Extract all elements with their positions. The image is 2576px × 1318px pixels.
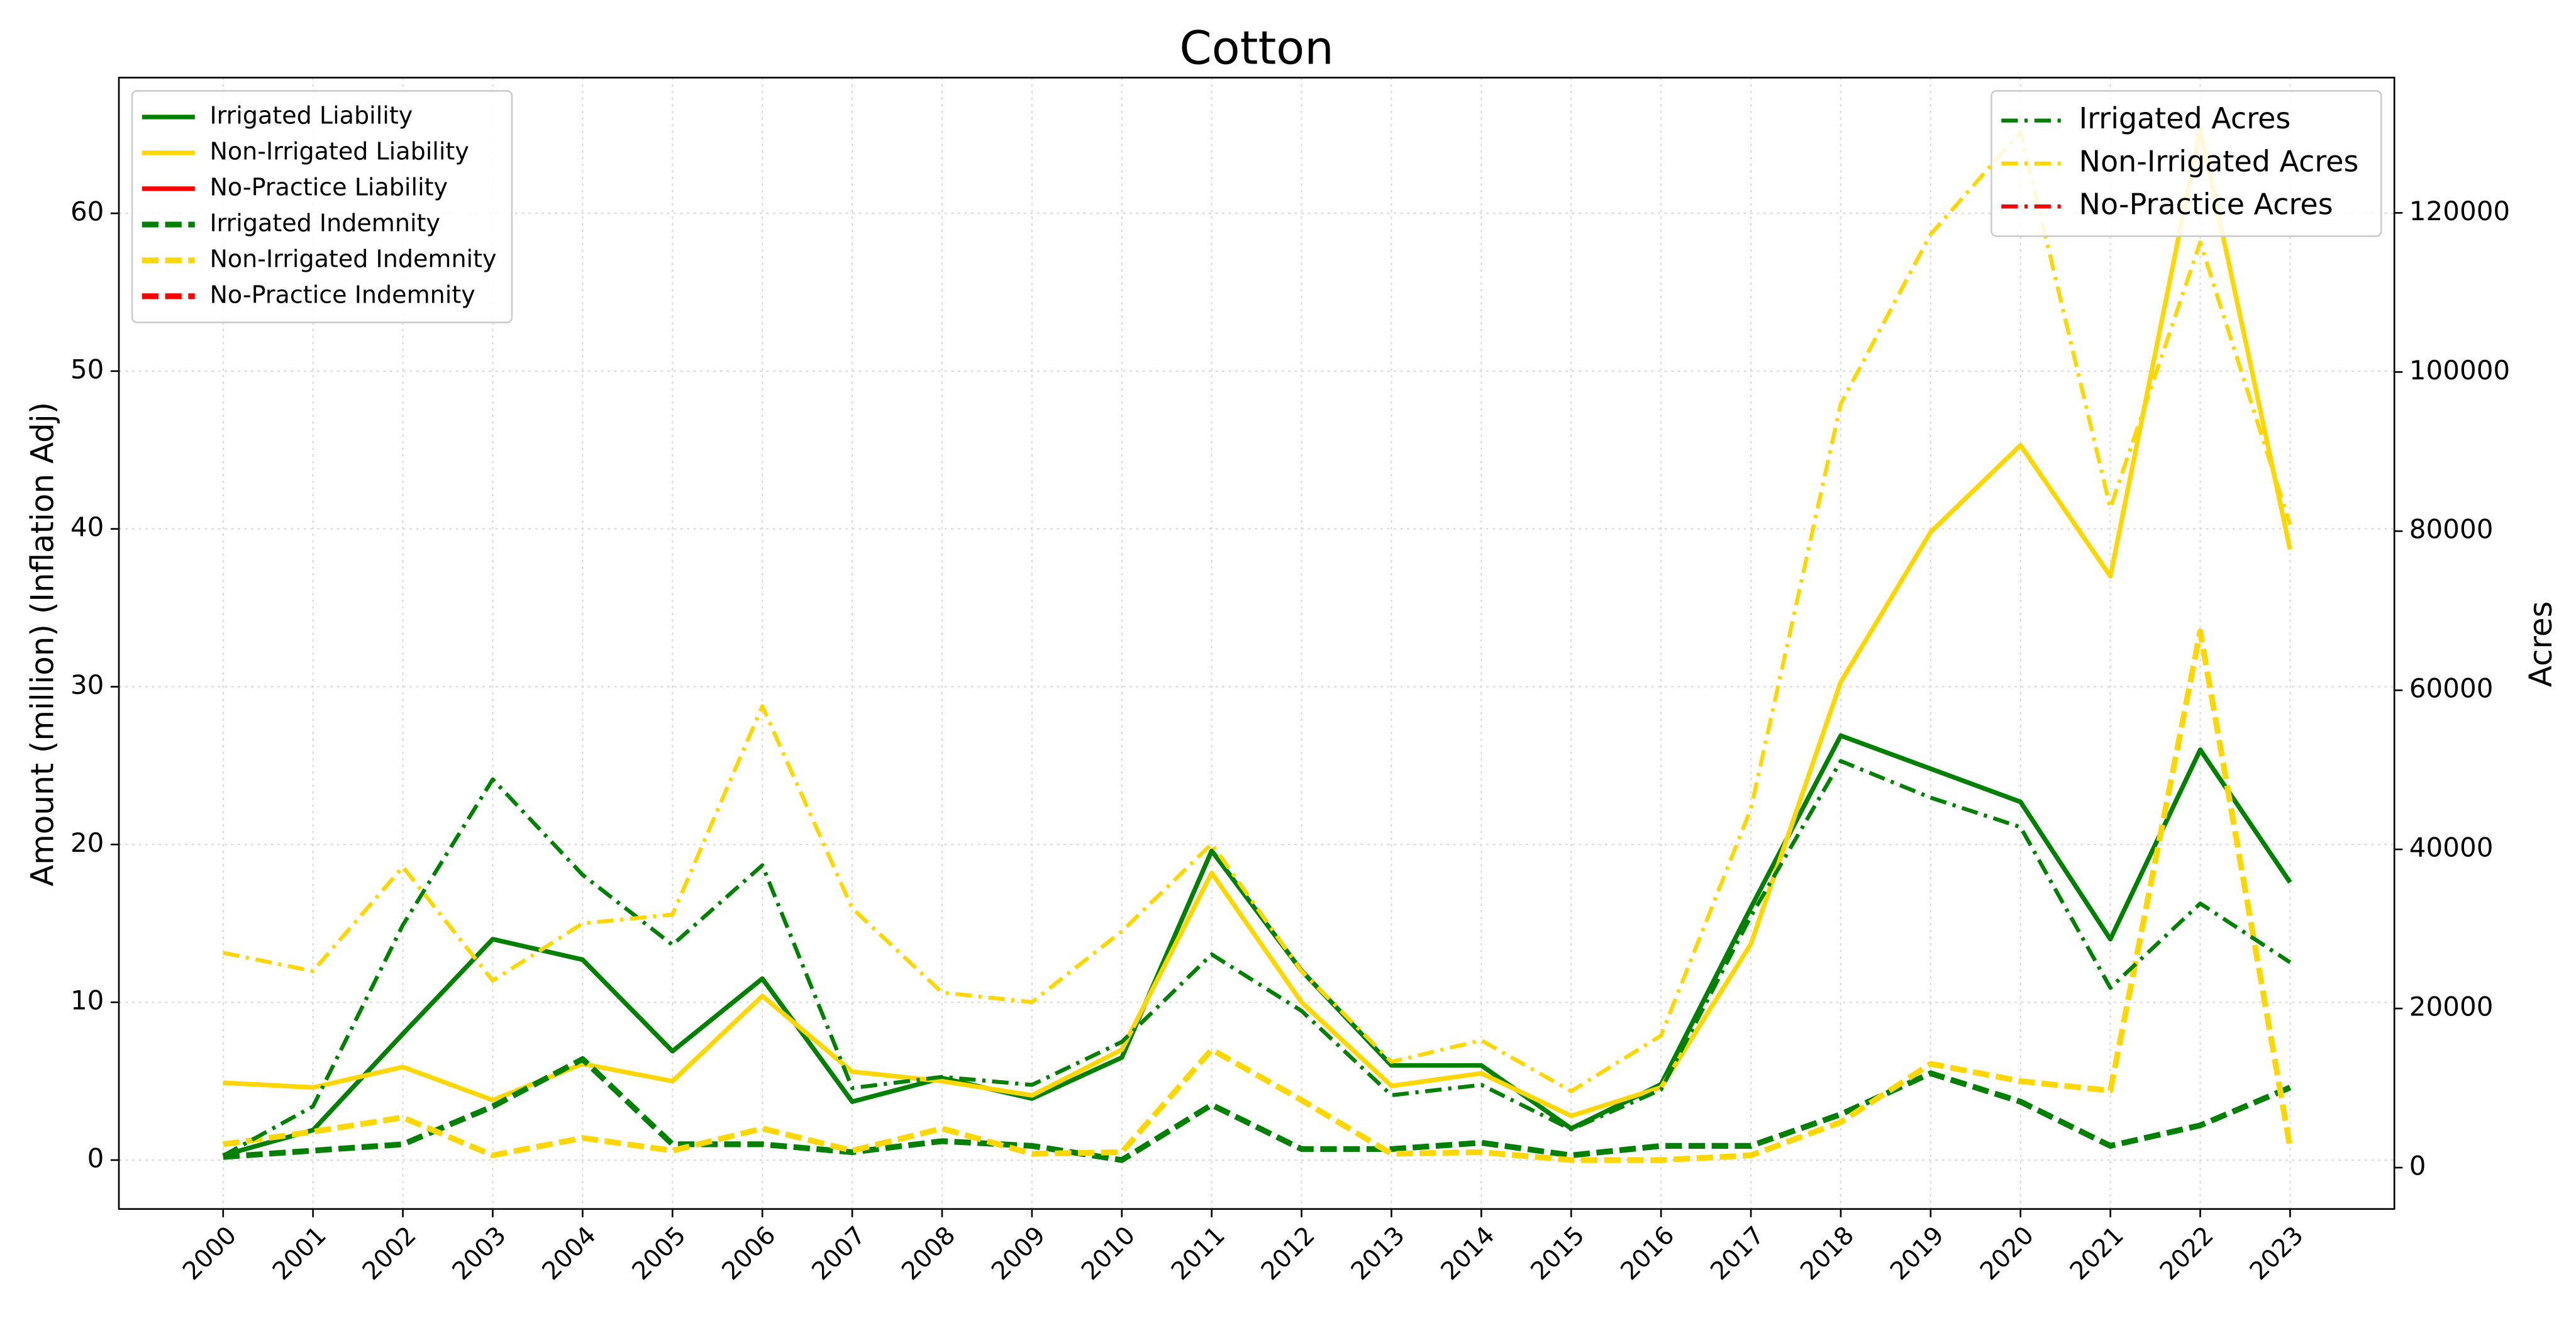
y2-tick-label: 80000 — [2409, 514, 2494, 545]
chart-title: Cotton — [1179, 21, 1333, 75]
legend-label: Non-Irrigated Liability — [209, 137, 469, 165]
legend-label: Irrigated Acres — [2079, 101, 2291, 135]
y-tick-label: 60 — [70, 196, 104, 227]
y2-tick-label: 120000 — [2409, 196, 2510, 226]
y2-tick-label: 20000 — [2409, 991, 2494, 1022]
y-tick-label: 0 — [87, 1142, 104, 1173]
y2-tick-label: 100000 — [2409, 355, 2510, 386]
legend-label: Non-Irrigated Acres — [2079, 144, 2359, 178]
legend-label: No-Practice Liability — [209, 173, 448, 201]
y2-tick-label: 60000 — [2409, 673, 2494, 704]
legend-label: Irrigated Liability — [209, 102, 413, 130]
series-line — [223, 130, 2292, 1093]
plot-frame — [118, 77, 2396, 1210]
legend-label: No-Practice Acres — [2079, 187, 2333, 221]
y-axis-label: Amount (million) (Inflation Adj) — [24, 402, 60, 886]
series-line — [223, 628, 2293, 1163]
legend-label: No-Practice Indemnity — [209, 281, 475, 308]
legend-box — [1990, 90, 2382, 237]
y2-tick-label: 0 — [2409, 1150, 2426, 1181]
series-line — [222, 759, 2292, 1158]
series-line — [223, 1056, 2292, 1163]
y-tick-label: 20 — [70, 827, 104, 858]
legend-label: Non-Irrigated Indemnity — [209, 245, 496, 272]
legend-label: Irrigated Indemnity — [209, 209, 440, 237]
y-tick-label: 50 — [70, 354, 104, 384]
y2-axis-label: Acres — [2523, 601, 2559, 688]
y-tick-label: 40 — [70, 511, 104, 542]
y-tick-label: 10 — [70, 985, 104, 1016]
y2-tick-label: 40000 — [2409, 832, 2494, 863]
legend-box — [131, 90, 513, 323]
y-tick-label: 30 — [70, 669, 104, 700]
